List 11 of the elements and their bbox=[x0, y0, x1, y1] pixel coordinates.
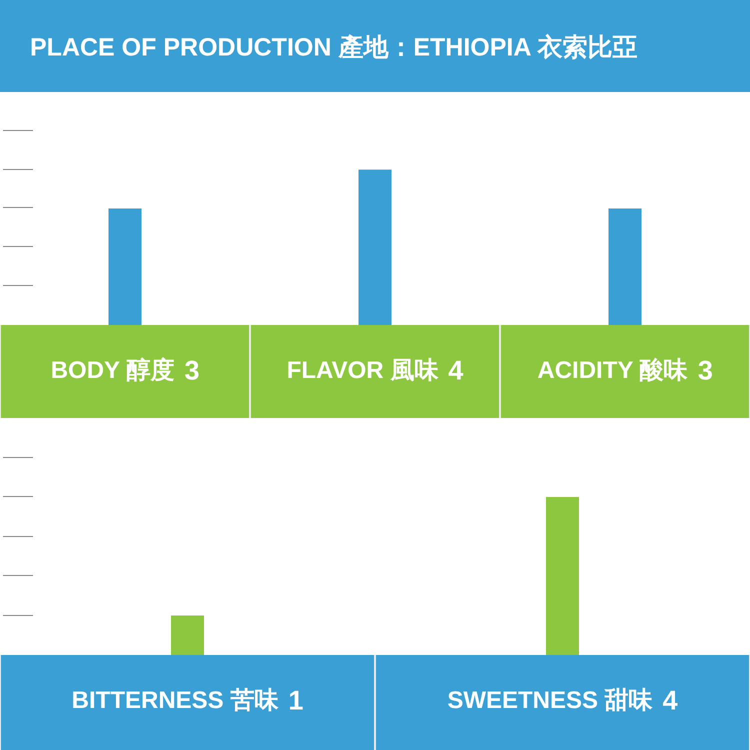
data-label: 3 bbox=[184, 356, 200, 386]
data-label: 1 bbox=[288, 686, 304, 716]
x-tick-label: SWEETNESS 甜味 bbox=[447, 687, 654, 714]
chart-title: PLACE OF PRODUCTION 產地：ETHIOPIA 衣索比亞 bbox=[30, 34, 638, 62]
data-label: 3 bbox=[698, 356, 713, 386]
x-tick-label: BITTERNESS 苦味 bbox=[72, 687, 280, 714]
x-tick-label: ACIDITY 酸味 bbox=[537, 357, 689, 384]
x-tick-label: FLAVOR 風味 bbox=[286, 357, 440, 384]
data-label: 4 bbox=[448, 356, 464, 386]
x-tick-label: BODY 醇度 bbox=[50, 357, 174, 384]
data-label: 4 bbox=[662, 686, 678, 716]
